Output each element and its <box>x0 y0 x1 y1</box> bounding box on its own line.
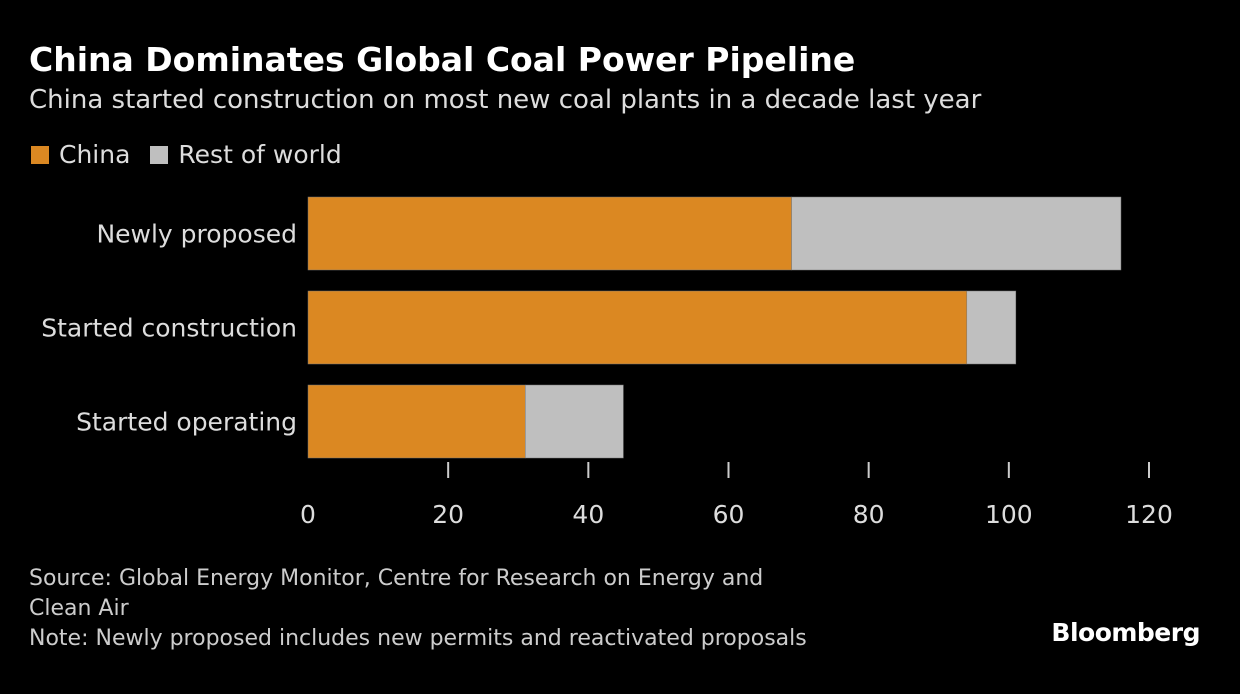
x-tick-label: 20 <box>432 500 464 529</box>
bar-rest-of-world <box>791 196 1122 271</box>
category-label: Started operating <box>76 408 297 437</box>
bar-china <box>307 290 968 365</box>
legend: China Rest of world <box>31 140 362 169</box>
legend-swatch-rest <box>150 145 169 164</box>
legend-item-rest: Rest of world <box>150 140 342 169</box>
chart-title: China Dominates Global Coal Power Pipeli… <box>29 40 856 79</box>
bar-rest-of-world <box>525 384 624 459</box>
source-note: Source: Global Energy Monitor, Centre fo… <box>29 564 807 654</box>
x-tick-label: 40 <box>572 500 604 529</box>
x-tick-label: 100 <box>985 500 1033 529</box>
source-line-1: Source: Global Energy Monitor, Centre fo… <box>29 566 764 591</box>
bar-china <box>307 196 792 271</box>
x-tick-label: 0 <box>300 500 316 529</box>
chart-subtitle: China started construction on most new c… <box>29 85 982 115</box>
legend-swatch-china <box>31 145 49 164</box>
bar-china <box>307 384 526 459</box>
x-tick-label: 120 <box>1125 500 1173 529</box>
category-label: Newly proposed <box>96 220 297 249</box>
legend-label-china: China <box>59 140 131 169</box>
x-tick-label: 80 <box>853 500 885 529</box>
legend-label-rest: Rest of world <box>178 140 342 169</box>
bar-rest-of-world <box>966 290 1017 365</box>
bloomberg-logo: Bloomberg <box>1051 618 1200 647</box>
legend-item-china: China <box>31 140 130 169</box>
source-line-2: Clean Air <box>29 596 129 621</box>
category-label: Started construction <box>41 314 297 343</box>
x-tick-label: 60 <box>713 500 745 529</box>
note-line: Note: Newly proposed includes new permit… <box>29 626 807 651</box>
